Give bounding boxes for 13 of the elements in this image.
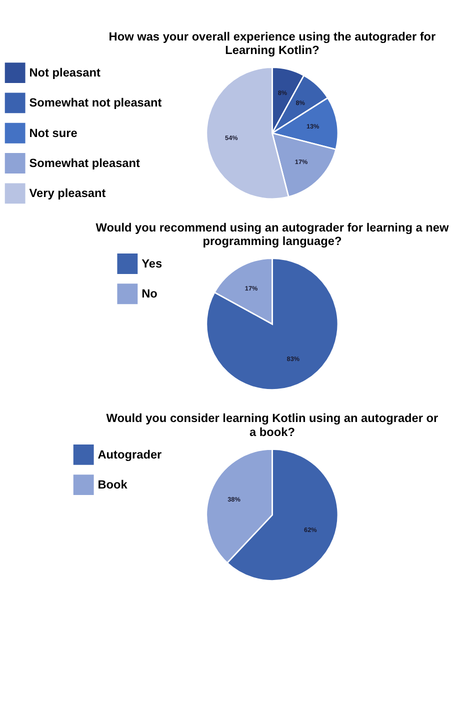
- chart-title: Would you recommend using an autograder for learning a new programming language?: [96, 220, 450, 248]
- chart-title: Would you consider learning Kotlin using an autograder or a book?: [106, 411, 439, 439]
- pie-slice: [206, 258, 339, 390]
- legend-label: Autograder: [98, 447, 162, 462]
- legend-label: Not sure: [29, 126, 78, 140]
- legend-label: Somewhat not pleasant: [29, 96, 162, 110]
- legend-label: Not pleasant: [29, 65, 100, 80]
- legend-label: Very pleasant: [29, 186, 106, 200]
- legend-label: Yes: [142, 256, 162, 270]
- legend-label: Somewhat pleasant: [29, 156, 140, 170]
- legend-label: No: [142, 286, 158, 301]
- legend-label: Book: [98, 477, 128, 492]
- chart-title: How was your overall experience using the autograder for Learning Kotlin?: [108, 29, 436, 58]
